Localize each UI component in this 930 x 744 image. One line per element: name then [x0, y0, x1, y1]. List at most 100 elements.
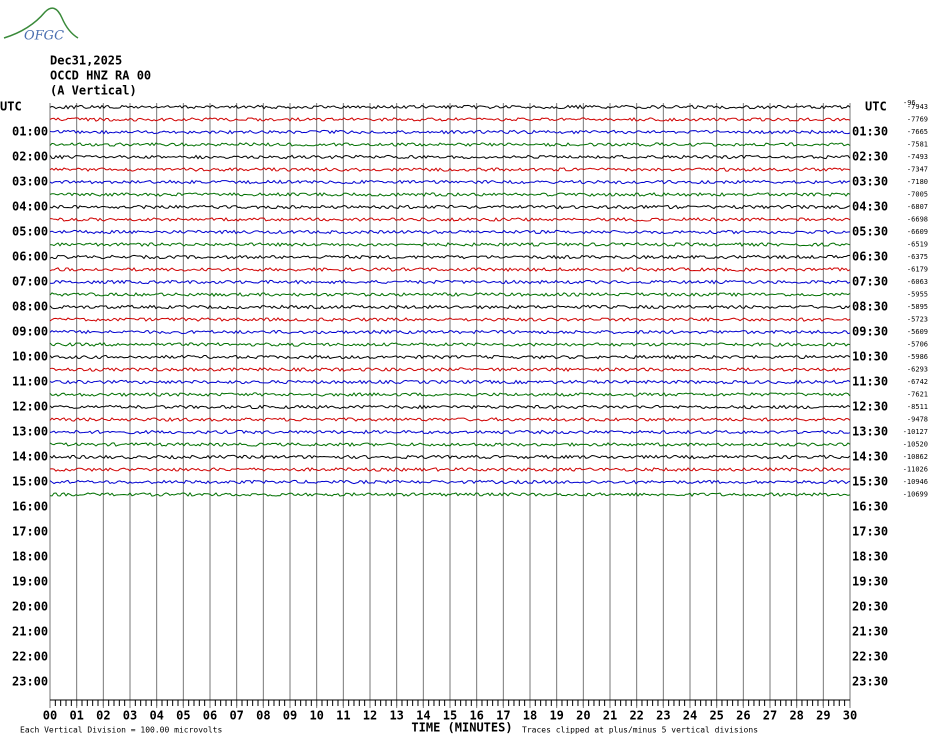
trace — [49, 267, 851, 272]
left-hour-label: 22:00 — [12, 650, 48, 664]
x-tick-label: 21 — [603, 709, 617, 723]
left-hour-label: 07:00 — [12, 275, 48, 289]
trace — [49, 292, 851, 297]
trace — [49, 442, 851, 447]
trace — [49, 429, 851, 435]
trace — [49, 192, 851, 197]
x-tick-label: 13 — [389, 709, 403, 723]
trace — [49, 367, 850, 372]
trace-offset: -6293 — [907, 366, 928, 374]
right-hour-label: 13:30 — [852, 425, 888, 439]
x-tick-label: 23 — [656, 709, 670, 723]
left-hour-label: 17:00 — [12, 525, 48, 539]
left-hour-label: 11:00 — [12, 375, 48, 389]
left-hour-label: 10:00 — [12, 350, 48, 364]
x-tick-label: 26 — [736, 709, 750, 723]
trace — [49, 129, 851, 135]
right-hour-label: 21:30 — [852, 625, 888, 639]
trace — [49, 304, 851, 310]
component: (A Vertical) — [50, 84, 137, 98]
trace — [49, 279, 851, 285]
left-hour-label: 21:00 — [12, 625, 48, 639]
right-hour-label: 11:30 — [852, 375, 888, 389]
x-tick-label: 09 — [283, 709, 297, 723]
left-hour-label: 05:00 — [12, 225, 48, 239]
right-hour-label: 06:30 — [852, 250, 888, 264]
right-hour-label: 15:30 — [852, 475, 888, 489]
x-tick-label: 30 — [843, 709, 857, 723]
trace — [49, 179, 851, 185]
trace-offset: -6519 — [907, 241, 928, 249]
left-hour-label: 16:00 — [12, 500, 48, 514]
trace-offset: -6179 — [907, 266, 928, 274]
trace-offset: -6698 — [907, 216, 928, 224]
trace — [49, 479, 851, 485]
x-tick-label: 06 — [203, 709, 217, 723]
trace-offset: -8511 — [907, 403, 928, 411]
trace — [49, 491, 851, 497]
trace — [49, 379, 851, 385]
trace-offset: -10862 — [903, 453, 928, 461]
x-tick-label: 11 — [336, 709, 350, 723]
right-hour-label: 14:30 — [852, 450, 888, 464]
x-tick-label: 19 — [549, 709, 563, 723]
x-tick-label: 20 — [576, 709, 590, 723]
left-hour-label: 20:00 — [12, 600, 48, 614]
right-hour-label: 10:30 — [852, 350, 888, 364]
trace-offset: -7180 — [907, 178, 928, 186]
right-hour-label: 08:30 — [852, 300, 888, 314]
right-hour-label: 17:30 — [852, 525, 888, 539]
right-hour-label: 01:30 — [852, 125, 888, 139]
left-hour-label: 04:00 — [12, 200, 48, 214]
x-axis-title: TIME (MINUTES) — [411, 721, 512, 735]
x-tick-label: 12 — [363, 709, 377, 723]
trace — [49, 154, 851, 160]
trace-offset: -7621 — [907, 391, 928, 399]
left-hour-label: 08:00 — [12, 300, 48, 314]
trace-offset: -6375 — [907, 253, 928, 261]
trace — [49, 329, 851, 335]
trace-offset: -5706 — [907, 341, 928, 349]
x-tick-label: 27 — [763, 709, 777, 723]
x-tick-label: 08 — [256, 709, 270, 723]
trace-offset: -7665 — [907, 128, 928, 136]
right-hour-label: 12:30 — [852, 400, 888, 414]
right-hour-label: 19:30 — [852, 575, 888, 589]
trace — [49, 467, 851, 472]
trace — [50, 242, 851, 247]
right-hour-label: 05:30 — [852, 225, 888, 239]
right-hour-label: 18:30 — [852, 550, 888, 564]
trace-offset: -10520 — [903, 441, 928, 449]
left-hour-label: 19:00 — [12, 575, 48, 589]
right-hour-label: 09:30 — [852, 325, 888, 339]
corner-note: -96 — [903, 99, 916, 107]
left-hour-label: 18:00 — [12, 550, 48, 564]
left-hour-label: 02:00 — [12, 150, 48, 164]
right-hour-label: 22:30 — [852, 650, 888, 664]
left-hour-label: 14:00 — [12, 450, 48, 464]
trace — [49, 454, 851, 460]
trace — [49, 417, 851, 422]
x-tick-label: 29 — [816, 709, 830, 723]
x-tick-label: 03 — [123, 709, 137, 723]
left-hour-label: 12:00 — [12, 400, 48, 414]
x-tick-label: 22 — [629, 709, 643, 723]
x-tick-label: 14 — [416, 709, 430, 723]
right-hour-label: 03:30 — [852, 175, 888, 189]
right-hour-label: 04:30 — [852, 200, 888, 214]
trace — [49, 204, 851, 210]
x-tick-label: 25 — [709, 709, 723, 723]
trace — [49, 117, 851, 122]
scale-note: Each Vertical Division = 100.00 microvol… — [20, 726, 222, 735]
trace-offset: -7493 — [907, 153, 928, 161]
logo: OFGC — [24, 29, 64, 44]
trace — [49, 254, 851, 260]
trace-offset: -7943 — [907, 103, 928, 111]
clip-note: Traces clipped at plus/minus 5 vertical … — [522, 726, 758, 735]
left-axis-title: UTC — [0, 100, 22, 114]
trace — [49, 229, 851, 235]
x-tick-label: 01 — [69, 709, 83, 723]
right-hour-label: 20:30 — [852, 600, 888, 614]
trace — [49, 217, 851, 222]
x-tick-label: 07 — [229, 709, 243, 723]
